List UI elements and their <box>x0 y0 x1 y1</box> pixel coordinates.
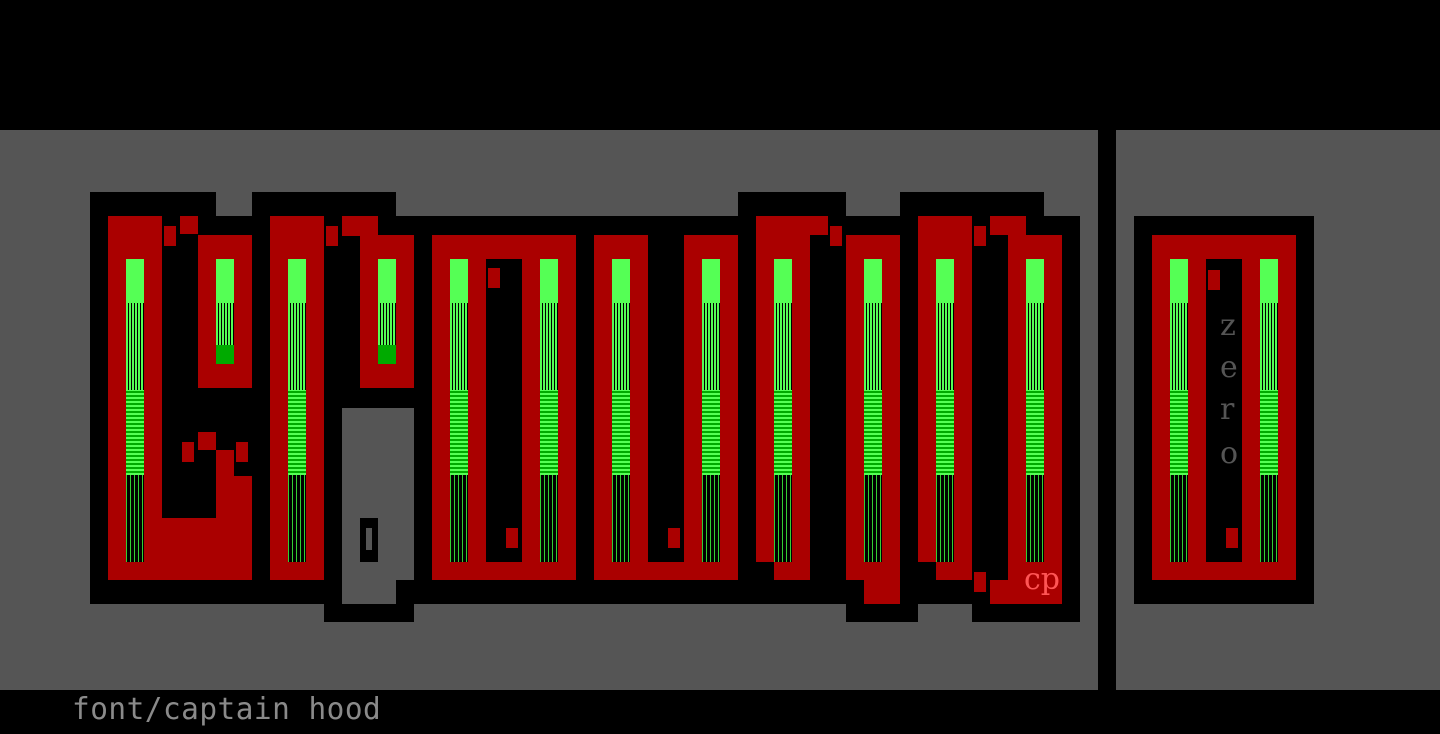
green-bar-segment <box>288 475 306 562</box>
logo-outline <box>90 216 1080 604</box>
green-bar-segment <box>126 259 144 303</box>
green-bar-segment <box>864 303 882 390</box>
green-bar-segment <box>1260 259 1278 303</box>
green-bar-segment <box>216 345 234 364</box>
logo-outline <box>900 192 1044 216</box>
green-bar-segment <box>450 475 468 562</box>
green-bar-segment <box>612 475 630 562</box>
green-bar-segment <box>450 390 468 475</box>
red-dot <box>1208 270 1220 290</box>
green-bar-segment <box>288 259 306 303</box>
green-bar-segment <box>1170 303 1188 390</box>
green-bar-segment <box>774 259 792 303</box>
green-bar-segment <box>540 475 558 562</box>
logo-outline <box>972 604 1080 622</box>
logo-outline <box>90 192 216 216</box>
keyhole <box>366 528 372 550</box>
green-bar-segment <box>288 303 306 390</box>
logo-outline <box>738 192 846 216</box>
green-bar-segment <box>378 259 396 303</box>
letter-fill <box>990 580 1062 604</box>
artist-signature: cp <box>1024 562 1061 597</box>
green-bar-segment <box>450 303 468 390</box>
green-bar-segment <box>1170 390 1188 475</box>
side-text-char: e <box>1220 350 1238 385</box>
green-bar-segment <box>1260 303 1278 390</box>
green-bar-segment <box>126 390 144 475</box>
green-bar-segment <box>702 390 720 475</box>
green-bar-segment <box>288 390 306 475</box>
green-bar-segment <box>774 390 792 475</box>
side-text-char: r <box>1220 392 1235 427</box>
green-bar-segment <box>864 390 882 475</box>
letter-fill <box>774 562 810 580</box>
green-bar-segment <box>702 303 720 390</box>
green-bar-segment <box>1026 475 1044 562</box>
font-caption: font/captain hood <box>72 692 382 727</box>
letter-fill <box>864 580 900 604</box>
green-bar-segment <box>1170 475 1188 562</box>
letter-fill <box>182 442 194 462</box>
letter-fill <box>974 572 986 592</box>
letter-fill <box>830 226 842 246</box>
letter-counter <box>1206 259 1242 562</box>
letter-fill <box>234 476 252 518</box>
green-bar-segment <box>702 475 720 562</box>
green-bar-segment <box>864 475 882 562</box>
red-dot <box>506 528 518 548</box>
side-text-char: o <box>1220 436 1239 471</box>
logo-outline <box>846 604 918 622</box>
letter-fill <box>198 432 216 450</box>
green-bar-segment <box>936 259 954 303</box>
green-bar-segment <box>126 303 144 390</box>
green-bar-segment <box>1026 259 1044 303</box>
letter-fill <box>342 216 378 236</box>
green-bar-segment <box>1026 390 1044 475</box>
green-bar-segment <box>864 259 882 303</box>
green-bar-segment <box>612 390 630 475</box>
green-bar-segment <box>216 303 234 345</box>
green-bar-segment <box>1170 259 1188 303</box>
letter-fill <box>216 450 234 518</box>
green-bar-segment <box>936 390 954 475</box>
letter-fill <box>974 226 986 246</box>
letter-fill <box>990 216 1026 235</box>
green-bar-segment <box>1260 390 1278 475</box>
green-bar-segment <box>774 475 792 562</box>
green-bar-segment <box>378 303 396 345</box>
green-bar-segment <box>936 475 954 562</box>
letter-fill <box>162 518 252 580</box>
green-bar-segment <box>612 259 630 303</box>
green-bar-segment <box>702 259 720 303</box>
green-bar-segment <box>936 303 954 390</box>
green-bar-segment <box>1260 475 1278 562</box>
letter-counter <box>648 235 684 562</box>
red-dot <box>488 268 500 288</box>
letter-fill <box>164 226 176 246</box>
letter-fill <box>936 562 972 580</box>
green-bar-segment <box>450 259 468 303</box>
green-bar-segment <box>216 259 234 303</box>
green-bar-segment <box>774 303 792 390</box>
door <box>342 580 396 604</box>
red-dot <box>668 528 680 548</box>
green-bar-segment <box>540 390 558 475</box>
letter-fill <box>326 226 338 246</box>
logo-outline <box>252 192 396 216</box>
letter-fill <box>180 216 198 234</box>
letter-counter <box>486 259 522 562</box>
letter-fill <box>236 442 248 462</box>
green-bar-segment <box>540 259 558 303</box>
door <box>342 408 414 580</box>
red-dot <box>1226 528 1238 548</box>
logo-outline <box>324 604 414 622</box>
green-bar-segment <box>378 345 396 364</box>
green-bar-segment <box>126 475 144 562</box>
green-bar-segment <box>1026 303 1044 390</box>
letter-fill <box>756 216 828 235</box>
green-bar-segment <box>540 303 558 390</box>
green-bar-segment <box>612 303 630 390</box>
side-text-char: z <box>1220 308 1236 343</box>
